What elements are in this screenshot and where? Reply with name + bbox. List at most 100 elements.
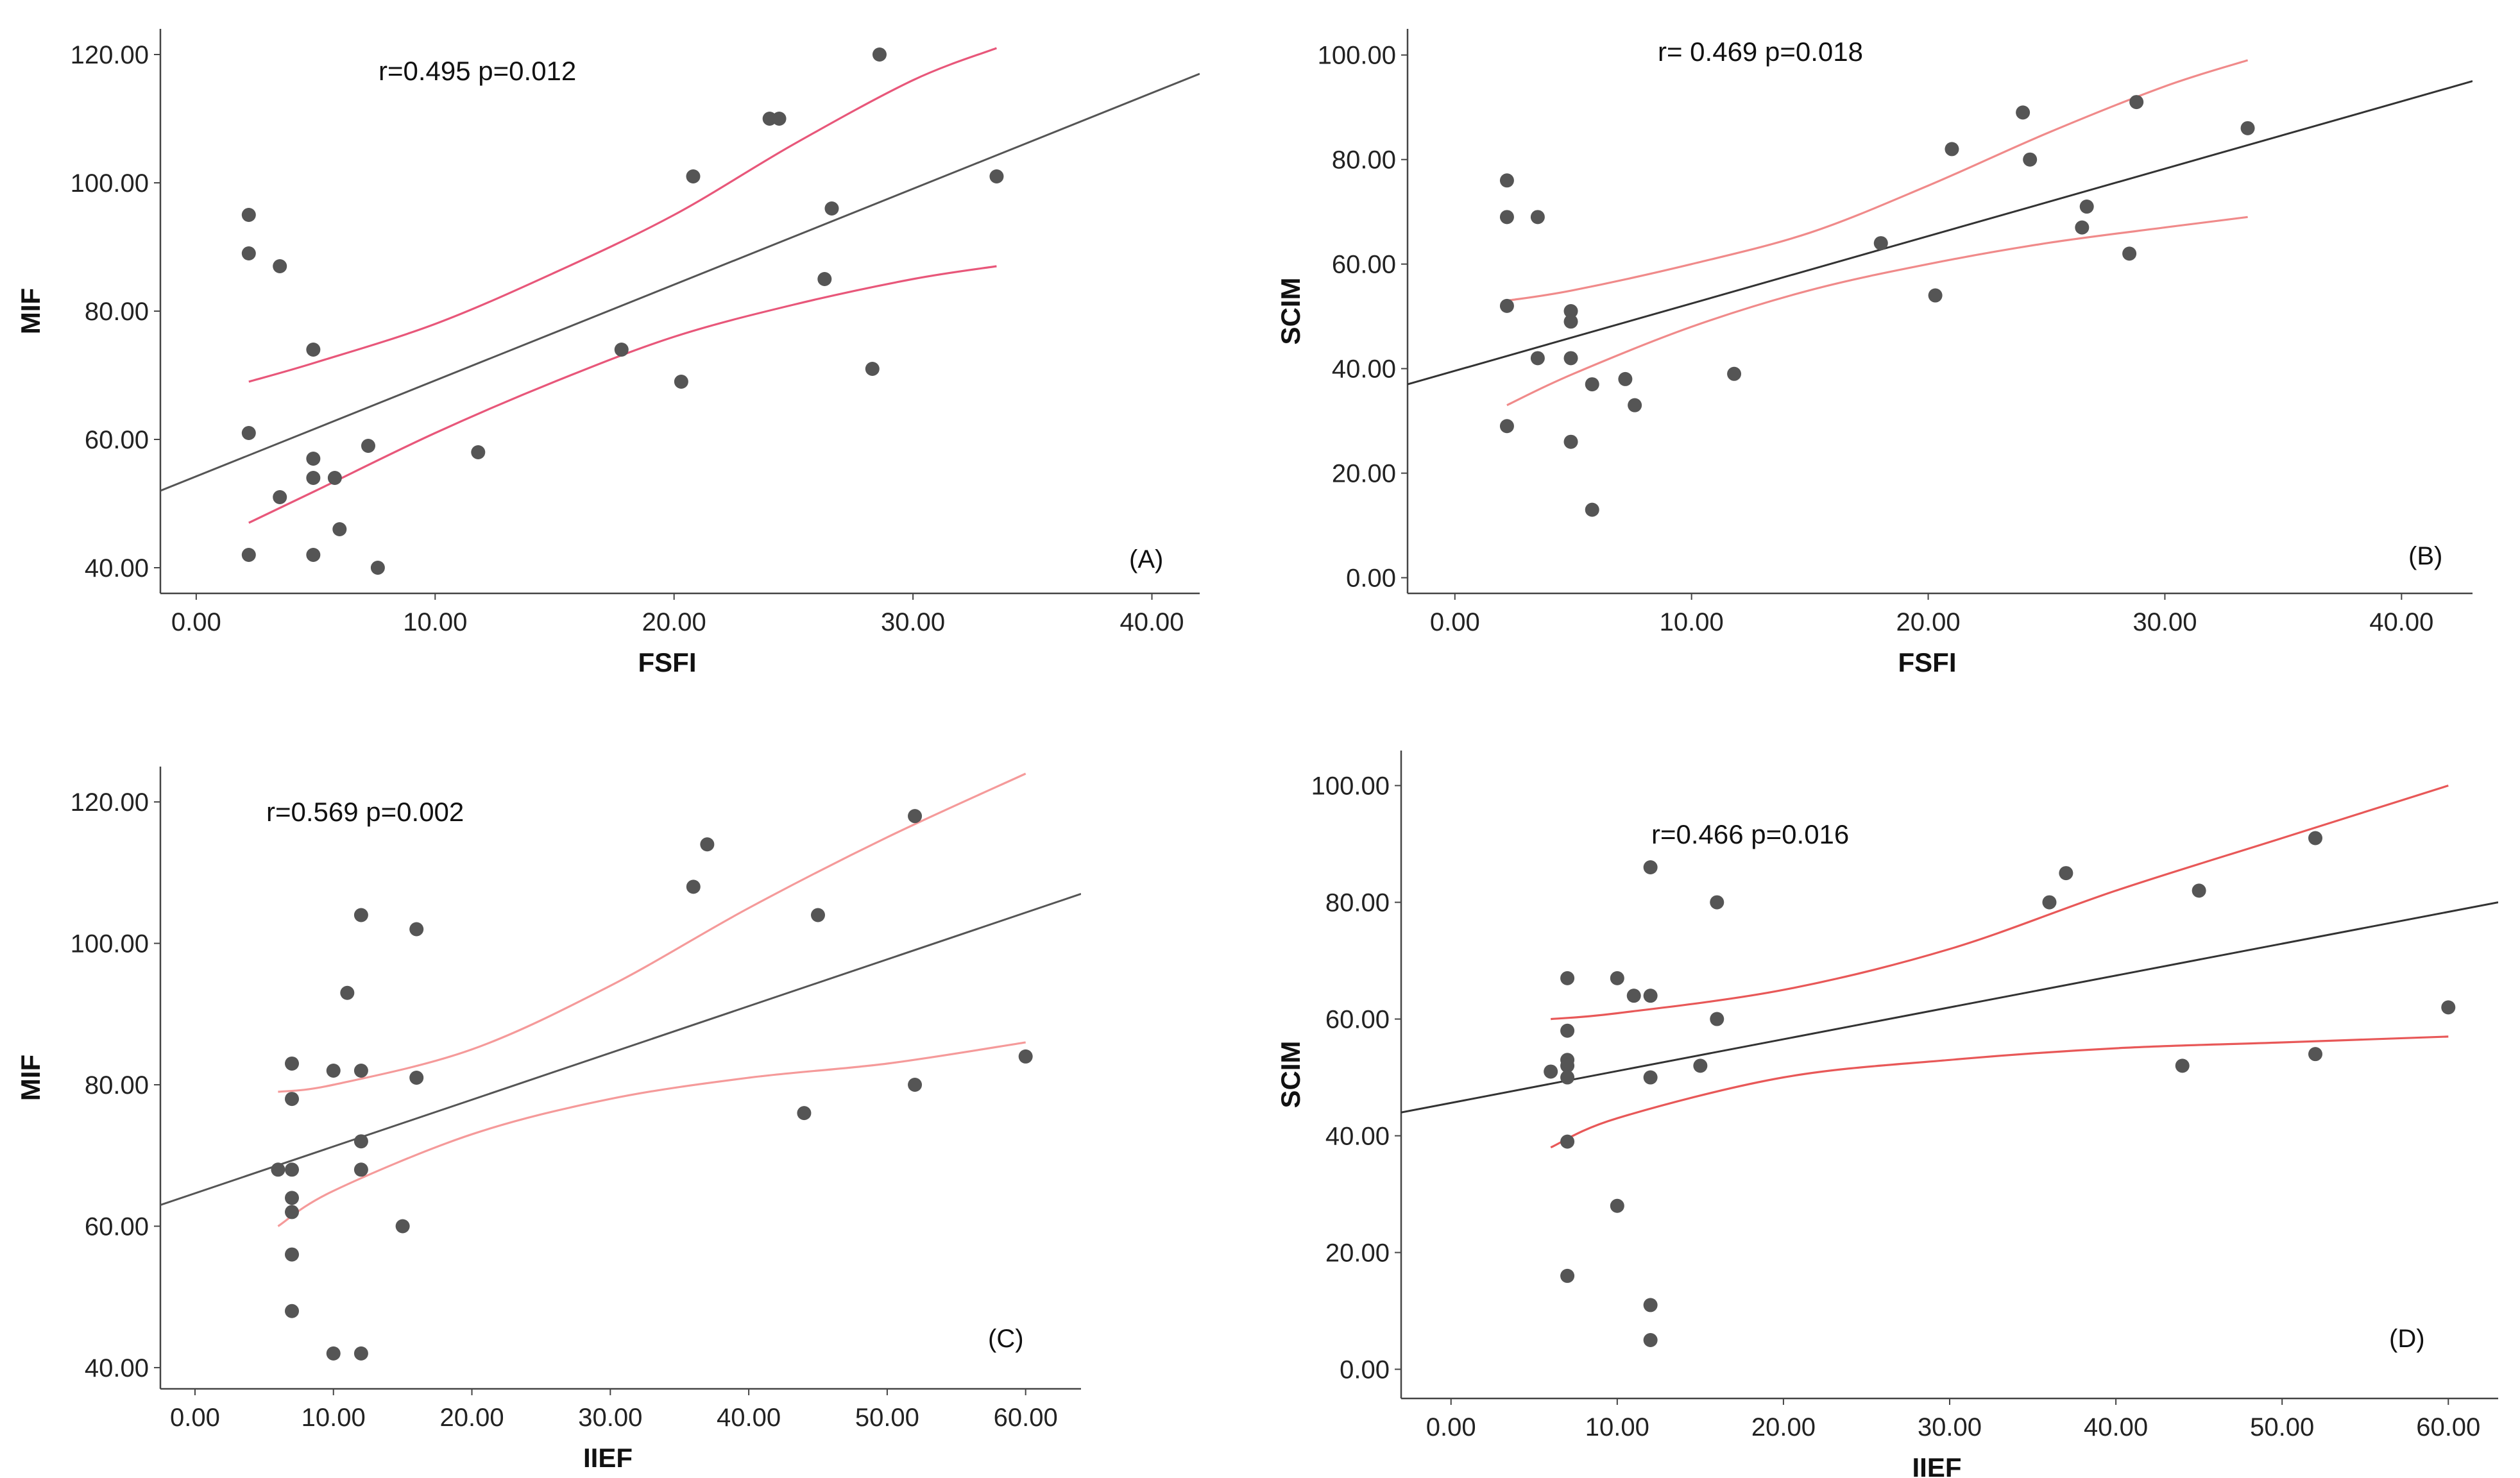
fit-line — [160, 892, 1081, 1206]
y-tick-label: 40.00 — [85, 554, 149, 582]
x-tick-label: 40.00 — [2084, 1413, 2148, 1441]
x-tick-label: 20.00 — [642, 608, 706, 636]
x-axis-title: FSFI — [1898, 647, 1957, 677]
y-tick-label: 100.00 — [1318, 42, 1396, 70]
data-point — [1018, 1049, 1033, 1064]
correlation-annotation: r=0.569 p=0.002 — [266, 797, 464, 827]
data-point — [1727, 366, 1742, 381]
data-point — [241, 208, 256, 222]
y-tick-label: 40.00 — [85, 1354, 149, 1382]
ci-upper-curve — [248, 47, 997, 383]
data-point — [1499, 173, 1514, 188]
plot-area — [160, 772, 1081, 1227]
data-point — [395, 1219, 410, 1234]
x-tick-label: 20.00 — [439, 1404, 504, 1432]
y-tick-label: 80.00 — [1325, 889, 1390, 917]
y-tick-label: 60.00 — [1332, 251, 1396, 279]
y-tick-label: 60.00 — [1325, 1006, 1390, 1034]
data-point — [2079, 200, 2094, 214]
data-point — [306, 343, 321, 357]
data-point — [2240, 121, 2255, 135]
fit-line — [1408, 80, 2473, 386]
ci-lower-curve — [248, 265, 997, 524]
y-tick-label: 100.00 — [71, 930, 149, 958]
data-point — [1610, 1198, 1624, 1213]
x-tick-label: 50.00 — [2250, 1413, 2314, 1441]
x-tick-label: 0.00 — [1426, 1413, 1476, 1441]
data-point — [989, 169, 1004, 183]
x-tick-label: 50.00 — [855, 1404, 919, 1432]
data-point — [1560, 1058, 1575, 1073]
data-point — [908, 1078, 923, 1092]
data-point — [241, 246, 256, 260]
data-point — [285, 1092, 299, 1107]
data-point — [1643, 1333, 1658, 1348]
data-point — [1643, 1298, 1658, 1312]
data-point — [285, 1247, 299, 1262]
data-point — [241, 426, 256, 440]
data-point — [772, 112, 787, 126]
data-point — [370, 561, 385, 575]
x-tick-label: 40.00 — [1120, 608, 1184, 636]
data-point — [409, 1071, 424, 1085]
data-point — [306, 452, 321, 466]
data-point — [2023, 152, 2038, 167]
x-tick-label: 10.00 — [403, 608, 467, 636]
data-point — [2441, 1000, 2456, 1015]
y-tick-label: 40.00 — [1325, 1123, 1390, 1151]
data-point — [2016, 105, 2030, 120]
x-tick-label: 30.00 — [881, 608, 945, 636]
data-point — [908, 809, 923, 824]
data-point — [285, 1304, 299, 1318]
data-point — [1563, 434, 1578, 449]
data-point — [1585, 377, 1599, 392]
data-point — [674, 375, 688, 389]
data-point — [353, 1134, 368, 1149]
data-point — [1530, 351, 1545, 366]
data-point — [2308, 831, 2322, 845]
x-tick-label: 20.00 — [1896, 608, 1961, 636]
data-point — [686, 169, 701, 183]
panel-label-d: (D) — [2389, 1325, 2425, 1353]
chart-svg: 0.00 10.00 20.00 30.00 40.00 0.00 20.00 40.00 60… — [1275, 29, 2473, 677]
x-axis-title: FSFI — [638, 647, 697, 677]
y-tick-label: 0.00 — [1346, 565, 1396, 593]
data-point — [327, 471, 342, 485]
data-point — [353, 1063, 368, 1078]
data-point — [285, 1205, 299, 1219]
data-point — [1610, 971, 1624, 985]
data-point — [271, 1162, 285, 1177]
data-point — [1693, 1058, 1708, 1073]
y-axis-title: MIF — [15, 1055, 46, 1101]
data-point — [1626, 989, 1641, 1003]
x-axis-title: IIEF — [1912, 1452, 1961, 1478]
chart-panel-d: 0.00 10.00 20.00 30.00 40.00 50.00 60.00 0.00 20… — [1260, 738, 2520, 1478]
data-point — [409, 922, 424, 937]
data-point — [686, 879, 701, 894]
data-point — [326, 1346, 341, 1361]
y-axis-title: SCIM — [1275, 1041, 1306, 1108]
data-point — [285, 1056, 299, 1071]
data-point — [340, 985, 355, 1000]
x-tick-label: 0.00 — [1430, 608, 1480, 636]
data-point — [1563, 314, 1578, 329]
y-tick-label: 80.00 — [1332, 146, 1396, 174]
y-tick-label: 40.00 — [1332, 355, 1396, 384]
data-point — [1643, 989, 1658, 1003]
data-point — [353, 1162, 368, 1177]
y-tick-label: 80.00 — [85, 298, 149, 326]
ci-lower-curve — [277, 1041, 1026, 1227]
x-tick-label: 30.00 — [1918, 1413, 1982, 1441]
data-point — [1560, 1023, 1575, 1038]
ci-upper-curve — [1551, 785, 2449, 1021]
data-point — [2122, 246, 2137, 261]
ci-lower-curve — [1506, 216, 2248, 407]
data-point — [1928, 288, 1943, 303]
data-point — [273, 490, 287, 504]
y-tick-label: 120.00 — [71, 41, 149, 69]
y-tick-label: 120.00 — [71, 788, 149, 817]
chart-svg: 0.00 10.00 20.00 30.00 40.00 40.00 60.00 80.00 1… — [15, 29, 1200, 677]
fit-line — [1401, 901, 2498, 1114]
data-point — [1544, 1064, 1558, 1079]
